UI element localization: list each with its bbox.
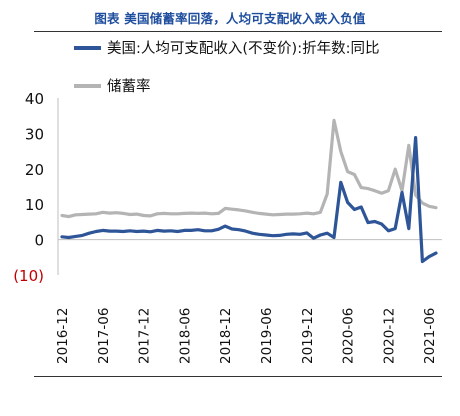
series-line-saving-rate [62,120,436,216]
y-tick-label: 20 [25,161,44,179]
x-tick-label: 2017-12 [137,308,153,364]
bottom-divider [34,376,442,377]
series-layer [62,120,436,261]
x-tick-label: 2017-06 [96,308,112,364]
x-tick-label: 2016-12 [55,308,71,364]
x-tick-label: 2021-06 [422,308,438,364]
y-tick-label: (10) [13,267,44,285]
legend-label-income: 美国:人均可支配收入(不变价):折年数:同比 [107,40,379,57]
x-tick-label: 2018-12 [218,308,234,364]
legend: 美国:人均可支配收入(不变价):折年数:同比 储蓄率 [74,40,379,95]
series-line-income [62,138,436,262]
x-tick-label: 2018-06 [177,308,193,364]
x-tick-label: 2019-06 [259,308,275,364]
x-tick-label: 2020-06 [341,308,357,364]
x-tick-label: 2020-12 [381,308,397,364]
y-axis-ticks: 40 30 20 10 0 (10) [13,90,44,285]
x-tick-label: 2019-12 [300,308,316,364]
y-tick-label: 10 [25,196,44,214]
y-tick-label: 0 [34,232,44,250]
x-axis-ticks: 2016-12 2017-06 2017-12 2018-06 2018-12 2019-… [55,308,438,364]
y-tick-label: 30 [25,125,44,143]
legend-label-saving-rate: 储蓄率 [107,78,151,95]
y-tick-label: 40 [25,90,44,108]
